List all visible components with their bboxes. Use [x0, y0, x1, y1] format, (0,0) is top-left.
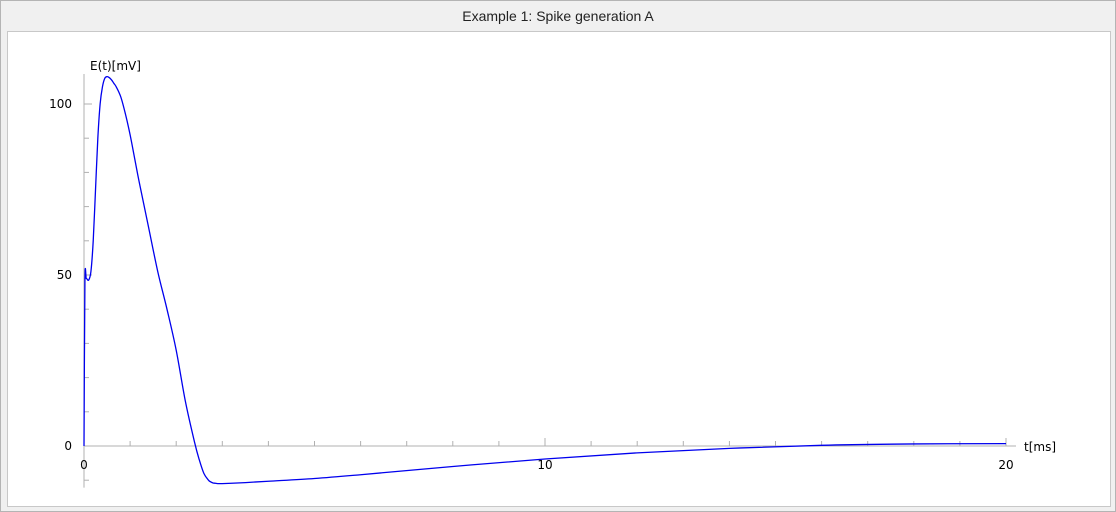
- y-tick-label: 50: [57, 268, 72, 282]
- x-tick-label: 10: [537, 458, 552, 472]
- x-tick-label: 20: [998, 458, 1013, 472]
- y-tick-label: 100: [49, 97, 72, 111]
- x-axis-label: t[ms]: [1024, 440, 1056, 454]
- x-tick-label: 0: [80, 458, 88, 472]
- y-tick-label: 0: [64, 439, 72, 453]
- series-line-0: [83, 75, 1007, 485]
- y-axis-label: E(t)[mV]: [90, 59, 141, 73]
- window-title: Example 1: Spike generation A: [462, 8, 654, 24]
